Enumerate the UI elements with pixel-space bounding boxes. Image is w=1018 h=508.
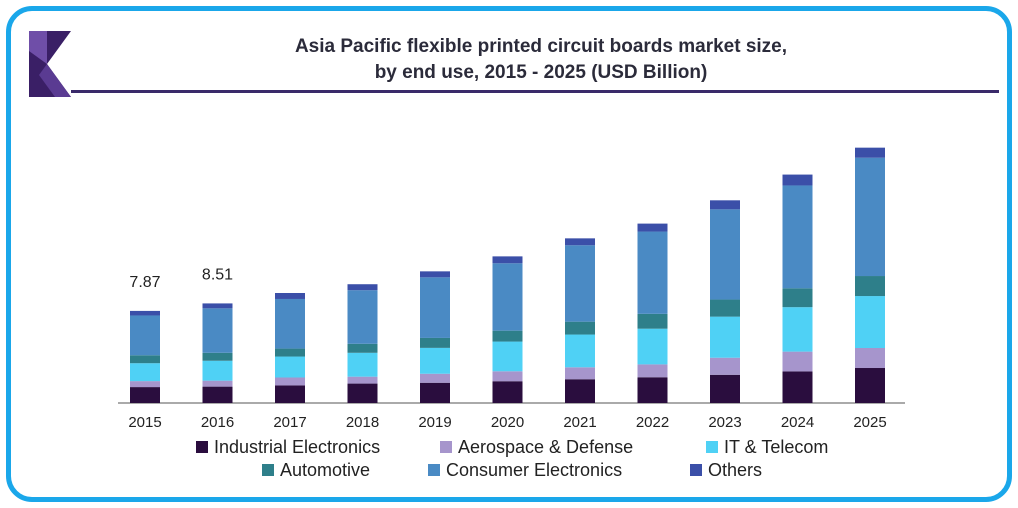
bar-segment-2017-it-telecom — [275, 356, 305, 378]
bar-segment-2021-industrial-electronics — [565, 379, 595, 403]
bar-segment-2018-industrial-electronics — [347, 383, 378, 403]
legend-label: Others — [708, 460, 762, 480]
bar-segment-2023-consumer-electronics — [710, 209, 740, 300]
x-tick-label: 2015 — [128, 414, 161, 431]
bar-segment-2024-aerospace-defense — [782, 351, 813, 372]
bar-segment-2024-it-telecom — [782, 307, 813, 352]
bar-segment-2019-others — [420, 271, 450, 278]
bar-segment-2016-industrial-electronics — [202, 386, 233, 403]
bar-segment-2017-industrial-electronics — [275, 385, 305, 403]
bar-segment-2025-consumer-electronics — [855, 157, 885, 277]
chart-frame: Asia Pacific flexible printed circuit bo… — [6, 6, 1012, 502]
bar-segment-2023-others — [710, 200, 740, 210]
bar-segment-2023-automotive — [710, 299, 740, 317]
bar-segment-2025-aerospace-defense — [855, 348, 885, 369]
bar-segment-2016-others — [202, 303, 233, 309]
chart-title: Asia Pacific flexible printed circuit bo… — [131, 34, 951, 86]
x-tick-label: 2020 — [491, 414, 524, 431]
bar-segment-2018-aerospace-defense — [347, 376, 378, 384]
legend-label: Industrial Electronics — [214, 437, 380, 457]
bar-segment-2021-others — [565, 238, 595, 246]
legend-label: Aerospace & Defense — [458, 437, 633, 457]
bar-segment-2025-industrial-electronics — [855, 368, 885, 403]
x-tick-label: 2017 — [273, 414, 306, 431]
legend-label: Consumer Electronics — [446, 460, 622, 480]
bar-segment-2025-it-telecom — [855, 296, 885, 348]
bar-segment-2024-others — [782, 174, 813, 186]
bar-segment-2016-it-telecom — [202, 360, 233, 381]
legend-swatch — [262, 464, 274, 476]
x-tick-label: 2022 — [636, 414, 669, 431]
bar-segment-2015-others — [130, 310, 160, 316]
legend-label: IT & Telecom — [724, 437, 828, 457]
bar-segment-2020-it-telecom — [492, 341, 523, 372]
data-label: 8.51 — [202, 266, 233, 283]
x-tick-label: 2021 — [563, 414, 596, 431]
bar-segment-2018-others — [347, 284, 378, 291]
bar-segment-2019-aerospace-defense — [420, 373, 450, 383]
bar-segment-2022-aerospace-defense — [637, 364, 668, 378]
legend-swatch — [690, 464, 702, 476]
bar-segment-2022-others — [637, 223, 668, 232]
data-label: 7.87 — [129, 274, 160, 291]
bar-segment-2020-automotive — [492, 330, 523, 342]
bar-segment-2021-it-telecom — [565, 334, 595, 368]
bar-segment-2016-consumer-electronics — [202, 308, 233, 353]
bar-segment-2017-automotive — [275, 348, 305, 357]
bar-segment-2023-aerospace-defense — [710, 357, 740, 375]
bar-segment-2019-industrial-electronics — [420, 382, 450, 403]
bar-segment-2017-others — [275, 293, 305, 299]
bar-segment-2025-others — [855, 147, 885, 158]
bar-segment-2015-it-telecom — [130, 363, 160, 382]
bar-segment-2015-aerospace-defense — [130, 381, 160, 388]
bar-segment-2022-it-telecom — [637, 328, 668, 365]
brand-logo-icon — [29, 31, 71, 97]
bar-segment-2023-it-telecom — [710, 316, 740, 358]
bar-segment-2021-consumer-electronics — [565, 245, 595, 322]
bar-segment-2019-consumer-electronics — [420, 277, 450, 338]
bar-segment-2020-industrial-electronics — [492, 381, 523, 403]
bar-segment-2021-aerospace-defense — [565, 367, 595, 380]
bar-segment-2024-industrial-electronics — [782, 371, 813, 403]
bar-segment-2015-consumer-electronics — [130, 315, 160, 356]
bar-segment-2016-automotive — [202, 352, 233, 361]
bar-segment-2018-it-telecom — [347, 352, 378, 377]
bar-segment-2016-aerospace-defense — [202, 380, 233, 387]
legend-swatch — [428, 464, 440, 476]
bar-segment-2018-consumer-electronics — [347, 290, 378, 344]
bar-segment-2018-automotive — [347, 343, 378, 353]
bar-segment-2015-automotive — [130, 355, 160, 364]
bar-segment-2025-automotive — [855, 276, 885, 297]
legend-swatch — [440, 441, 452, 453]
x-tick-label: 2024 — [781, 414, 814, 431]
x-tick-label: 2018 — [346, 414, 379, 431]
bar-segment-2020-others — [492, 256, 523, 264]
bar-segment-2017-aerospace-defense — [275, 377, 305, 386]
legend-label: Automotive — [280, 460, 370, 480]
bar-segment-2020-aerospace-defense — [492, 371, 523, 382]
bar-segment-2023-industrial-electronics — [710, 374, 740, 403]
bar-segment-2022-automotive — [637, 313, 668, 329]
legend-swatch — [196, 441, 208, 453]
bar-segment-2022-consumer-electronics — [637, 231, 668, 314]
bar-segment-2022-industrial-electronics — [637, 377, 668, 403]
bar-segment-2021-automotive — [565, 321, 595, 335]
bar-segment-2020-consumer-electronics — [492, 263, 523, 331]
bar-segment-2015-industrial-electronics — [130, 387, 160, 403]
legend-swatch — [706, 441, 718, 453]
bar-segment-2019-it-telecom — [420, 347, 450, 374]
x-tick-label: 2025 — [853, 414, 886, 431]
bar-segment-2024-consumer-electronics — [782, 185, 813, 289]
x-tick-label: 2016 — [201, 414, 234, 431]
x-tick-label: 2023 — [708, 414, 741, 431]
bar-segment-2024-automotive — [782, 288, 813, 308]
title-divider — [71, 90, 999, 93]
bar-segment-2017-consumer-electronics — [275, 298, 305, 349]
x-tick-label: 2019 — [418, 414, 451, 431]
chart-title-line2: by end use, 2015 - 2025 (USD Billion) — [374, 62, 708, 83]
bar-segment-2019-automotive — [420, 337, 450, 348]
chart-title-line1: Asia Pacific flexible printed circuit bo… — [294, 36, 788, 57]
